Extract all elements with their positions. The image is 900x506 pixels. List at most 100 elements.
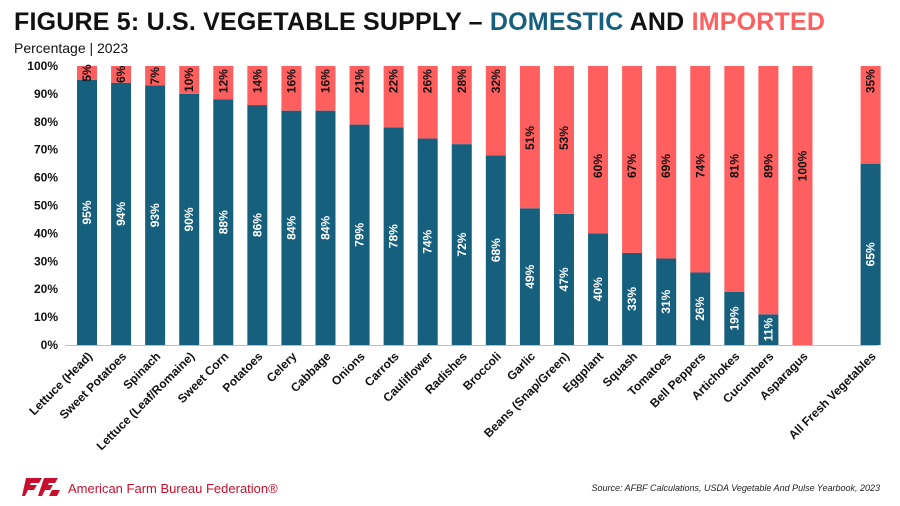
bar-domestic <box>111 82 132 346</box>
chart-subtitle: Percentage | 2023 <box>14 40 129 56</box>
data-label-domestic: 74% <box>421 229 435 253</box>
y-tick-label: 20% <box>34 282 58 296</box>
data-label-domestic: 11% <box>761 318 775 342</box>
bar-domestic <box>281 110 302 345</box>
y-tick-label: 90% <box>34 87 58 101</box>
data-label-imported: 10% <box>182 68 196 92</box>
bar-imported <box>553 66 574 214</box>
data-label-domestic: 86% <box>250 213 264 237</box>
bar-domestic <box>724 291 745 345</box>
bar-domestic <box>247 105 268 345</box>
bar-imported <box>792 66 813 345</box>
data-label-domestic: 94% <box>114 202 128 226</box>
data-label-imported: 100% <box>795 150 809 181</box>
bar-imported <box>349 66 370 125</box>
data-label-imported: 51% <box>523 126 537 150</box>
bar-imported <box>519 66 540 209</box>
bar-imported <box>656 66 677 259</box>
y-tick-label: 0% <box>41 338 59 352</box>
title-and: AND <box>623 8 692 36</box>
bar-domestic <box>553 213 574 345</box>
data-label-imported: 35% <box>864 69 878 93</box>
data-label-domestic: 88% <box>216 210 230 234</box>
y-tick-label: 10% <box>34 310 58 324</box>
bar-domestic <box>519 208 540 345</box>
data-label-imported: 32% <box>489 69 503 93</box>
bar-domestic <box>145 85 166 345</box>
y-tick-label: 70% <box>34 143 58 157</box>
title-domestic: DOMESTIC <box>489 8 624 36</box>
bar-imported <box>860 66 881 164</box>
bar-domestic <box>315 110 336 345</box>
y-tick-label: 60% <box>34 171 58 185</box>
bar-domestic <box>417 138 438 345</box>
data-label-imported: 5% <box>80 64 94 82</box>
bar-domestic <box>485 155 506 345</box>
data-label-imported: 16% <box>284 69 298 93</box>
bar-domestic <box>213 99 234 345</box>
title-imported: IMPORTED <box>691 8 826 36</box>
bar-imported <box>588 66 609 234</box>
bar-imported <box>690 66 711 273</box>
bar-domestic <box>656 258 677 345</box>
y-tick-label: 30% <box>34 254 58 268</box>
data-label-imported: 12% <box>216 69 230 93</box>
data-label-domestic: 65% <box>864 242 878 266</box>
bar-domestic <box>451 144 472 345</box>
data-label-domestic: 79% <box>353 222 367 246</box>
data-label-imported: 81% <box>727 154 741 178</box>
data-label-imported: 89% <box>761 154 775 178</box>
data-label-domestic: 40% <box>591 277 605 301</box>
data-label-domestic: 49% <box>523 264 537 288</box>
y-tick-label: 80% <box>34 115 58 129</box>
bar-imported <box>724 66 745 292</box>
bar-imported <box>451 66 472 145</box>
bar-domestic <box>349 124 370 345</box>
bar-imported <box>179 66 200 94</box>
chart-title: FIGURE 5: U.S. VEGETABLE SUPPLY – DOMEST… <box>14 8 825 37</box>
data-label-domestic: 26% <box>693 296 707 320</box>
bar-imported <box>77 66 97 80</box>
org-name: American Farm Bureau Federation® <box>68 481 278 496</box>
data-label-imported: 26% <box>421 69 435 93</box>
data-label-imported: 14% <box>250 69 264 93</box>
data-label-domestic: 31% <box>659 289 673 313</box>
data-label-imported: 16% <box>318 69 332 93</box>
data-label-domestic: 90% <box>182 207 196 231</box>
bar-imported <box>145 66 166 86</box>
bar-imported <box>485 66 506 156</box>
data-label-imported: 6% <box>114 65 128 83</box>
bar-domestic <box>690 272 711 345</box>
data-label-domestic: 19% <box>727 306 741 330</box>
bar-domestic <box>622 252 643 345</box>
data-label-imported: 74% <box>693 154 707 178</box>
data-label-imported: 7% <box>148 67 162 85</box>
source-note: Source: AFBF Calculations, USDA Vegetabl… <box>591 483 880 493</box>
y-tick-label: 40% <box>34 226 58 240</box>
data-label-domestic: 93% <box>148 203 162 227</box>
data-label-domestic: 78% <box>387 224 401 248</box>
afbf-logo-icon <box>22 478 60 496</box>
bar-imported <box>213 66 234 100</box>
data-label-domestic: 95% <box>80 200 94 224</box>
bar-domestic <box>77 79 97 345</box>
bar-domestic <box>179 93 200 346</box>
bar-imported <box>247 66 268 106</box>
x-tick-label: Broccoli <box>460 349 504 393</box>
data-label-imported: 60% <box>591 154 605 178</box>
bar-imported <box>417 66 438 139</box>
data-label-imported: 22% <box>387 69 401 93</box>
data-label-imported: 28% <box>455 69 469 93</box>
data-label-domestic: 33% <box>625 287 639 311</box>
data-label-domestic: 72% <box>455 232 469 256</box>
bar-imported <box>622 66 643 253</box>
data-label-domestic: 47% <box>557 267 571 291</box>
data-label-domestic: 68% <box>489 238 503 262</box>
data-label-domestic: 84% <box>318 215 332 239</box>
x-tick-label: Onions <box>329 349 368 388</box>
bar-imported <box>281 66 302 111</box>
bar-imported <box>383 66 404 128</box>
title-prefix: FIGURE 5: U.S. VEGETABLE SUPPLY – <box>14 8 490 36</box>
data-label-imported: 67% <box>625 154 639 178</box>
